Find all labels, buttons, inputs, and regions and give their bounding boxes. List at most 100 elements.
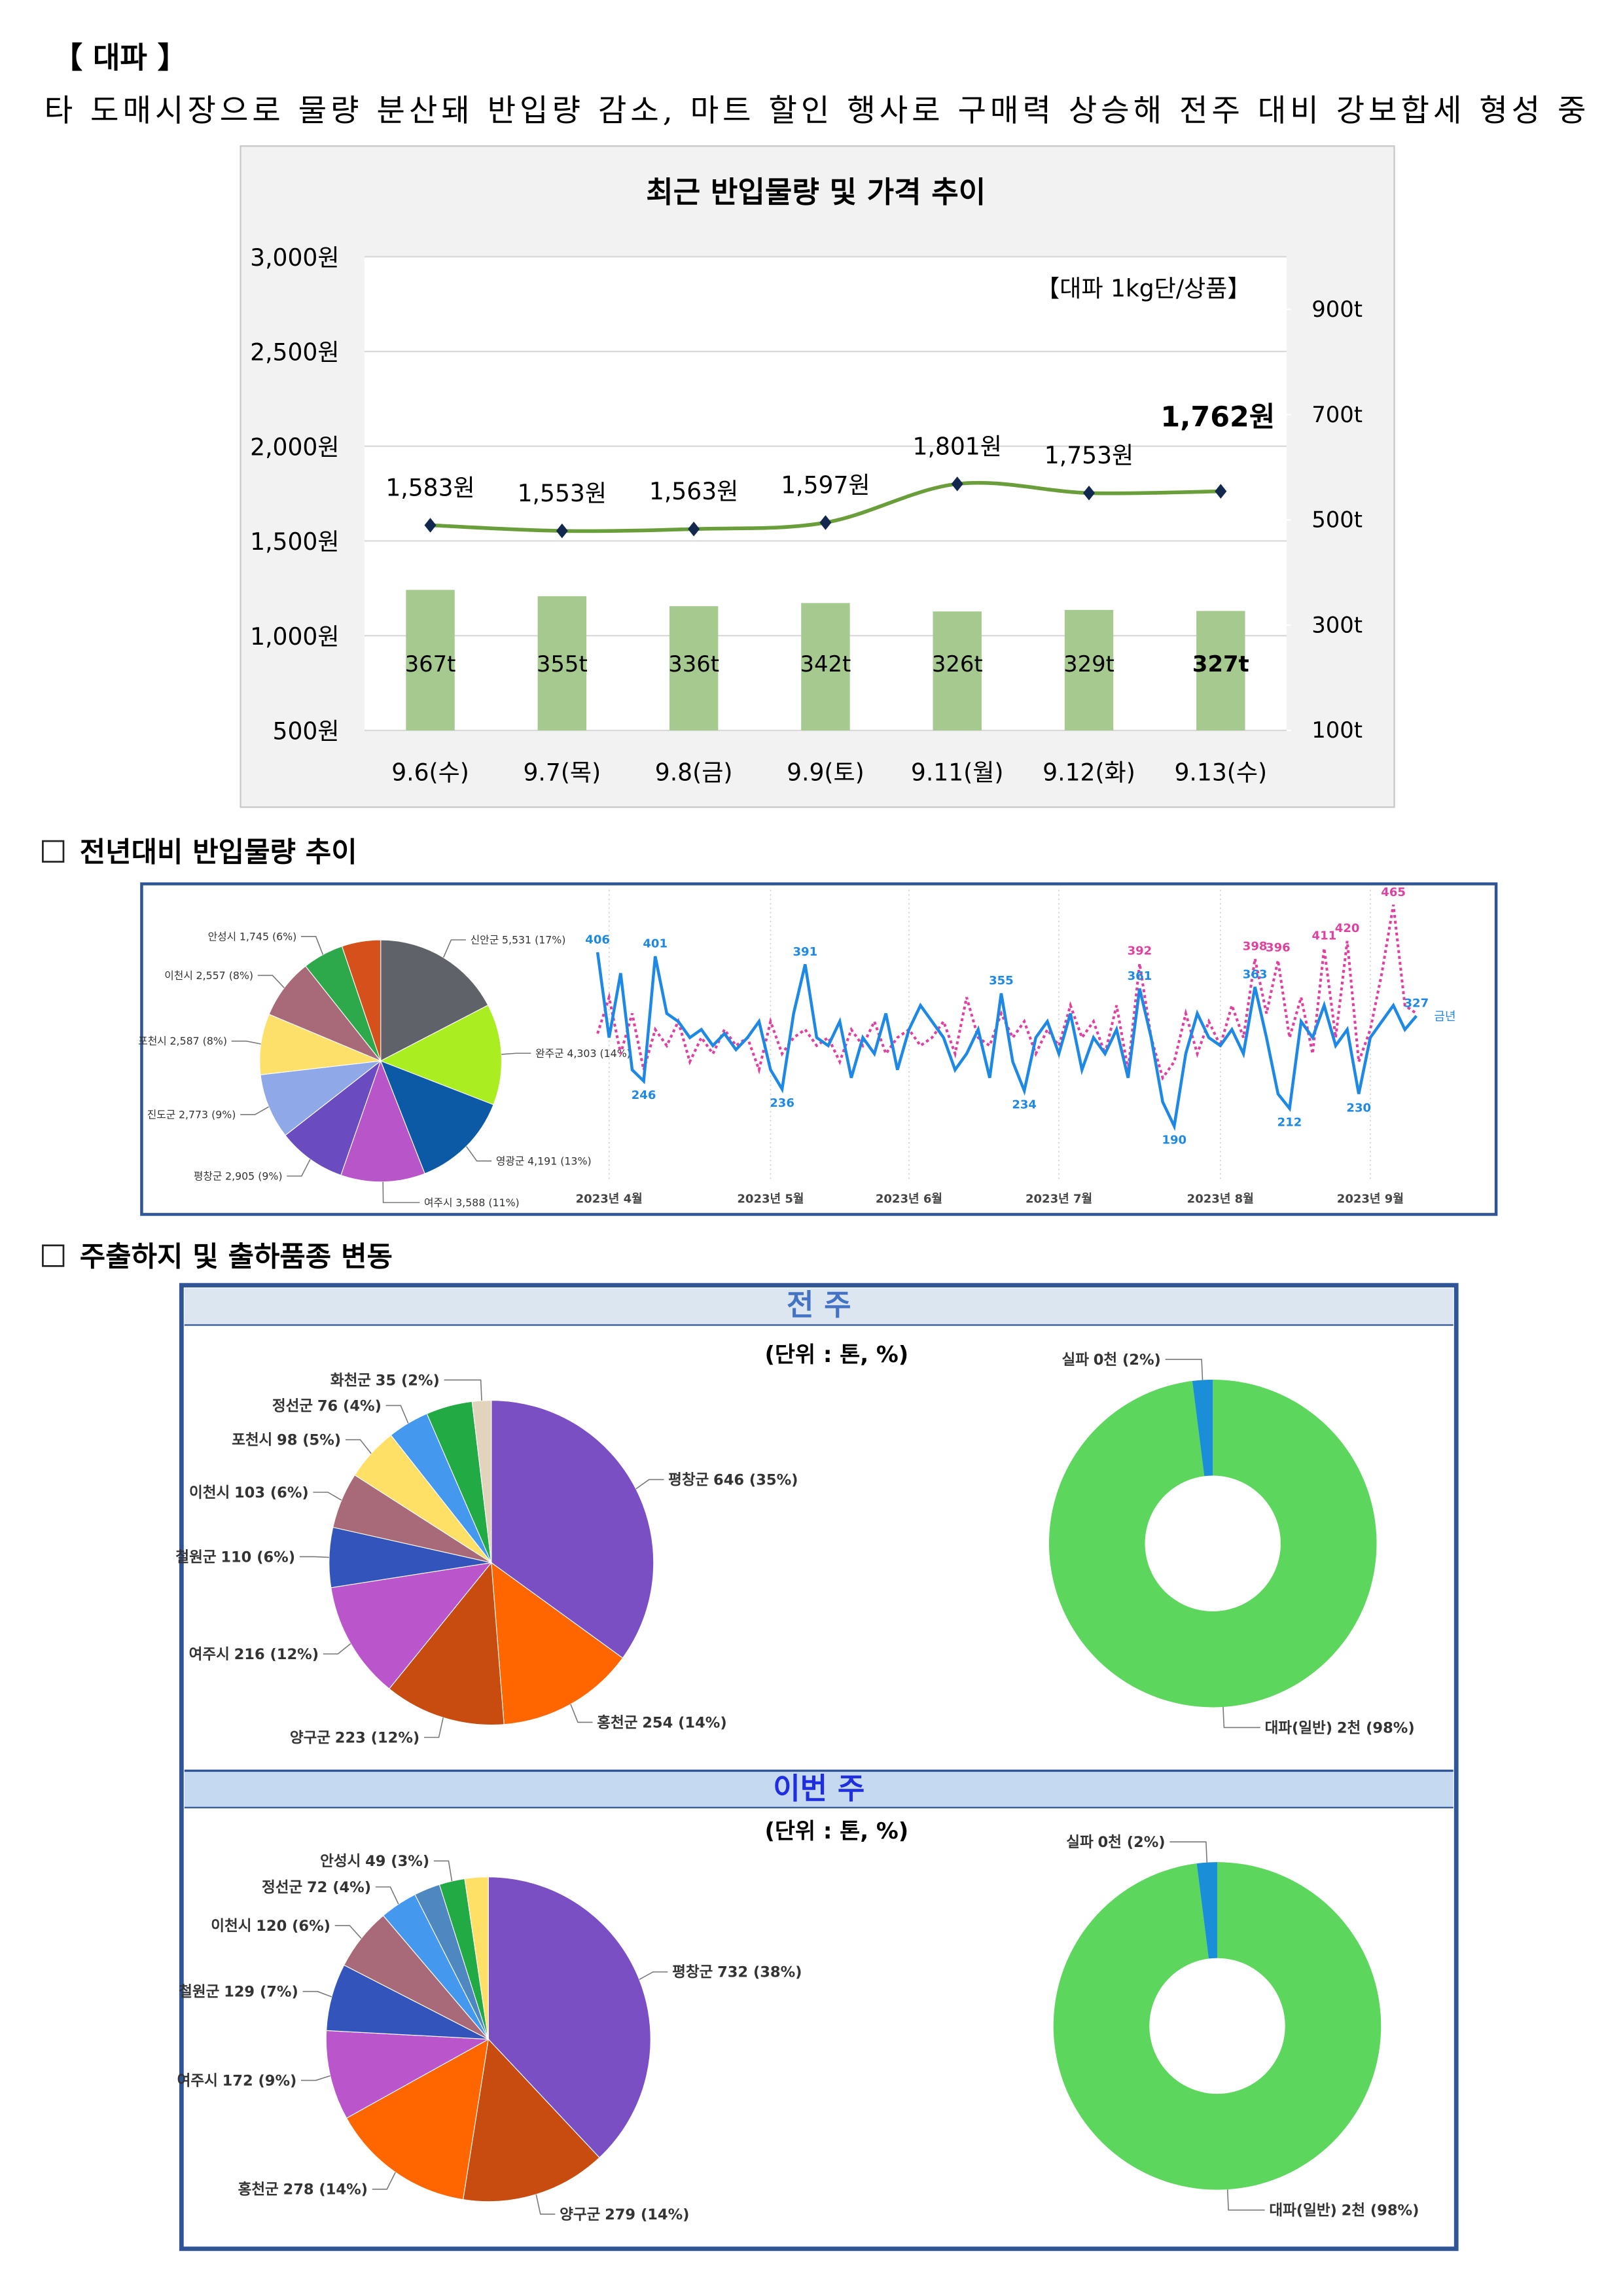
- slice: [1048, 1379, 1377, 1708]
- slice-category: 이천시: [189, 1484, 230, 1501]
- slice-label: 포천시 2,587 (8%): [138, 1035, 227, 1047]
- slice-label: 홍천군 254 (14%): [597, 1714, 726, 1731]
- slice-category: 정선군: [262, 1879, 302, 1896]
- slice: [341, 939, 382, 1062]
- leader-line: [345, 1439, 372, 1454]
- slice-label: 여주시 172 (9%): [177, 2072, 297, 2089]
- panel-title: 전 주: [787, 1287, 851, 1322]
- bar: [669, 606, 719, 730]
- y2-tick-label: 100t: [1311, 717, 1363, 743]
- leader-line: [433, 1860, 453, 1882]
- point-label: 363: [1243, 967, 1268, 981]
- x-tick-label: 2023년 6월: [876, 1192, 942, 1206]
- y2-tick-label: 900t: [1311, 296, 1363, 322]
- bar-label: 327t: [1192, 651, 1249, 677]
- bar: [537, 596, 587, 730]
- y-tick-label: 500원: [273, 718, 340, 745]
- slice: [330, 1562, 493, 1690]
- slice: [464, 1876, 489, 2039]
- x-tick-label: 2023년 7월: [1026, 1192, 1092, 1206]
- slice-label: 이천시 103 (6%): [189, 1484, 309, 1501]
- x-tick-label: 9.9(토): [787, 759, 865, 787]
- slice-label: 양구군 223 (12%): [290, 1729, 419, 1746]
- slice-category: 홍천군: [597, 1714, 637, 1731]
- slice-category: 평창군: [194, 1170, 223, 1182]
- y2-tick-label: 500t: [1311, 507, 1363, 533]
- bar: [1196, 611, 1245, 730]
- slice-label: 안성시 1,745 (6%): [208, 930, 297, 942]
- point-label: 246: [632, 1088, 656, 1102]
- price-label: 1,753원: [1044, 442, 1133, 469]
- panel-title: 이번 주: [773, 1771, 865, 1806]
- slice-category: 안성시: [320, 1853, 361, 1870]
- slice-value: 4,303 (14%): [567, 1047, 630, 1060]
- leader-line: [385, 1405, 409, 1424]
- bar-label: 367t: [405, 651, 456, 677]
- slice-category: 여주시: [177, 2072, 218, 2089]
- marker: [1215, 484, 1227, 499]
- slice-value: 49 (3%): [365, 1853, 429, 1870]
- slice-value: 278 (14%): [283, 2181, 368, 2198]
- slice: [491, 1562, 624, 1725]
- slice-category: 완주군: [535, 1047, 564, 1060]
- slice: [380, 1060, 494, 1174]
- series-line: [596, 952, 1418, 1132]
- point-label: 234: [1012, 1098, 1037, 1112]
- y-tick-label: 1,500원: [250, 528, 339, 556]
- bar-label: 326t: [932, 651, 983, 677]
- y2-tick-label: 300t: [1311, 612, 1363, 637]
- point-label: 406: [585, 933, 610, 946]
- slice-value: 2,557 (8%): [196, 969, 253, 982]
- unit-label: (단위 : 톤, %): [764, 1818, 908, 1844]
- series-line: [596, 905, 1418, 1081]
- slice: [462, 2038, 600, 2202]
- slice-label: 평창군 646 (35%): [668, 1471, 798, 1488]
- series-name: 금년: [1434, 1010, 1455, 1024]
- unit-label: (단위 : 톤, %): [764, 1342, 908, 1367]
- section-title: 주출하지 및 출하품종 변동: [80, 1240, 393, 1273]
- leader-line: [301, 2075, 330, 2081]
- leader-line: [1169, 1841, 1208, 1863]
- x-tick-label: 9.11(월): [911, 759, 1004, 787]
- slice-label: 양구군 279 (14%): [560, 2206, 689, 2223]
- leader-line: [423, 1717, 444, 1738]
- slice-category: 평창군: [672, 1964, 713, 1981]
- bar-label: 342t: [800, 651, 851, 677]
- bar: [1064, 609, 1114, 730]
- slice: [268, 965, 382, 1062]
- panel-header: [184, 1770, 1454, 1808]
- panel-header: [184, 1288, 1454, 1325]
- slice: [259, 1013, 382, 1075]
- bar: [933, 611, 982, 730]
- point-label: 391: [793, 945, 818, 959]
- heading: 【 대파 】: [53, 41, 187, 75]
- point-label: 465: [1381, 886, 1406, 899]
- slice-value: 35 (2%): [376, 1372, 440, 1389]
- y-tick-label: 2,500원: [250, 339, 339, 367]
- x-tick-label: 2023년 5월: [737, 1192, 804, 1206]
- slice: [325, 2030, 490, 2119]
- point-label: 411: [1312, 929, 1337, 942]
- slice-category: 대파(일반): [1265, 1719, 1333, 1736]
- slice-category: 이천시: [164, 969, 193, 982]
- leader-line: [334, 1925, 362, 1939]
- checkbox: [42, 840, 65, 863]
- slice-category: 여주시: [189, 1646, 230, 1663]
- x-tick-label: 9.13(수): [1174, 759, 1267, 787]
- y-tick-label: 3,000원: [250, 244, 339, 272]
- x-tick-label: 9.6(수): [391, 759, 469, 787]
- slice-label: 신안군 5,531 (17%): [471, 934, 566, 946]
- slice-label: 홍천군 278 (14%): [238, 2181, 368, 2198]
- y-tick-label: 1,000원: [250, 623, 339, 651]
- leader-line: [240, 1106, 269, 1115]
- slice-category: 여주시: [424, 1196, 453, 1209]
- leader-line: [442, 939, 466, 958]
- slice-label: 안성시 49 (3%): [320, 1853, 429, 1870]
- bar-label: 336t: [668, 651, 719, 677]
- slice-label: 평창군 732 (38%): [672, 1964, 802, 1981]
- slice-value: 0천 (2%): [1094, 1352, 1161, 1369]
- slice-value: 4,191 (13%): [527, 1155, 592, 1167]
- slice-value: 3,588 (11%): [455, 1196, 519, 1209]
- slice-value: 216 (12%): [234, 1646, 319, 1663]
